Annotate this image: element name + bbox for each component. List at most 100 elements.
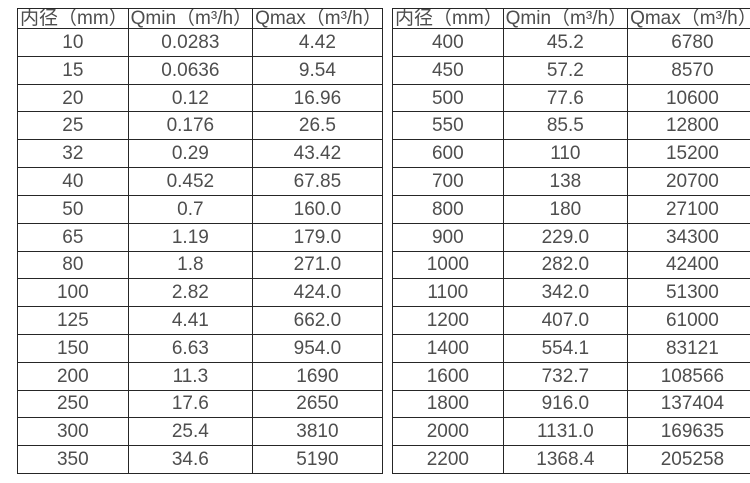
table-cell: 20 [17,83,129,113]
table-row: 32 0.29 43.42 [17,139,383,169]
table-row: 450 57.2 8570 [392,55,750,85]
table-cell: 61000 [627,306,750,335]
table-cell: 1000 [392,250,504,280]
table-cell: 3810 [252,417,383,447]
table-cell: 16.96 [252,83,383,113]
table-cell: 50 [17,194,129,224]
table-cell: 10600 [627,83,750,113]
table-cell: 424.0 [252,278,383,308]
table-cell: 450 [392,55,504,85]
header-qmax: Qmax（m³/h） [627,8,750,29]
table-row: 150 6.63 954.0 [17,333,383,363]
table-cell: 65 [17,222,129,252]
table-body: 10 0.0283 4.42 15 0.0636 9.54 20 0.12 16.96 25 0.1… [17,28,383,474]
table-cell: 662.0 [252,306,383,335]
table-cell: 900 [392,222,504,252]
table-cell: 0.452 [127,167,254,196]
table-row: 1600 732.7 108566 [392,361,750,391]
table-row: 1200 407.0 61000 [392,306,750,335]
table-cell: 51300 [627,278,750,308]
table-cell: 2200 [392,445,504,474]
table-row: 80 1.8 271.0 [17,250,383,280]
table-cell: 85.5 [502,111,629,141]
table-cell: 350 [17,445,129,474]
table-cell: 42400 [627,250,750,280]
table-cell: 57.2 [502,55,629,85]
table-cell: 600 [392,139,504,169]
table-cell: 205258 [627,445,750,474]
table-cell: 0.7 [127,194,254,224]
table-row: 25 0.176 26.5 [17,111,383,141]
table-cell: 554.1 [502,333,629,363]
table-cell: 0.0283 [127,28,254,57]
table-cell: 179.0 [252,222,383,252]
table-row: 550 85.5 12800 [392,111,750,141]
table-cell: 10 [17,28,129,57]
table-cell: 1600 [392,361,504,391]
table-cell: 27100 [627,194,750,224]
table-cell: 1200 [392,306,504,335]
flow-spec-table-large-diameters: 内径（mm） Qmin（m³/h） Qmax（m³/h） 400 45.2 6780… [392,8,750,474]
table-cell: 1.8 [127,250,254,280]
table-cell: 25 [17,111,129,141]
table-cell: 169635 [627,417,750,447]
table-row: 700 138 20700 [392,167,750,196]
table-cell: 83121 [627,333,750,363]
header-inner-diameter: 内径（mm） [392,8,504,29]
table-cell: 1368.4 [502,445,629,474]
header-qmin: Qmin（m³/h） [127,8,254,29]
table-cell: 45.2 [502,28,629,57]
table-row: 15 0.0636 9.54 [17,55,383,85]
table-cell: 137404 [627,389,750,419]
table-row: 100 2.82 424.0 [17,278,383,308]
table-cell: 916.0 [502,389,629,419]
table-cell: 160.0 [252,194,383,224]
table-row: 800 180 27100 [392,194,750,224]
header-inner-diameter: 内径（mm） [17,8,129,29]
table-cell: 9.54 [252,55,383,85]
table-cell: 342.0 [502,278,629,308]
table-cell: 200 [17,361,129,391]
table-cell: 0.0636 [127,55,254,85]
table-cell: 11.3 [127,361,254,391]
header-qmin: Qmin（m³/h） [502,8,629,29]
table-cell: 40 [17,167,129,196]
table-cell: 80 [17,250,129,280]
table-row: 1000 282.0 42400 [392,250,750,280]
table-cell: 2000 [392,417,504,447]
table-cell: 25.4 [127,417,254,447]
table-row: 300 25.4 3810 [17,417,383,447]
table-row: 2000 1131.0 169635 [392,417,750,447]
table-cell: 732.7 [502,361,629,391]
table-row: 250 17.6 2650 [17,389,383,419]
table-cell: 108566 [627,361,750,391]
table-cell: 2650 [252,389,383,419]
table-cell: 20700 [627,167,750,196]
table-cell: 550 [392,111,504,141]
table-cell: 1100 [392,278,504,308]
table-cell: 67.85 [252,167,383,196]
table-cell: 12800 [627,111,750,141]
table-row: 65 1.19 179.0 [17,222,383,252]
table-cell: 150 [17,333,129,363]
table-cell: 6.63 [127,333,254,363]
table-cell: 77.6 [502,83,629,113]
table-cell: 5190 [252,445,383,474]
table-cell: 0.29 [127,139,254,169]
table-cell: 1131.0 [502,417,629,447]
flow-spec-table-small-diameters: 内径（mm） Qmin（m³/h） Qmax（m³/h） 10 0.0283 4.4… [17,8,383,474]
table-cell: 0.176 [127,111,254,141]
table-cell: 300 [17,417,129,447]
table-cell: 271.0 [252,250,383,280]
table-row: 600 110 15200 [392,139,750,169]
table-row: 20 0.12 16.96 [17,83,383,113]
table-cell: 138 [502,167,629,196]
table-body: 400 45.2 6780 450 57.2 8570 500 77.6 10600 550 85.… [392,28,750,474]
table-row: 900 229.0 34300 [392,222,750,252]
table-cell: 800 [392,194,504,224]
table-row: 2200 1368.4 205258 [392,445,750,474]
table-row: 400 45.2 6780 [392,28,750,57]
table-cell: 229.0 [502,222,629,252]
table-cell: 26.5 [252,111,383,141]
